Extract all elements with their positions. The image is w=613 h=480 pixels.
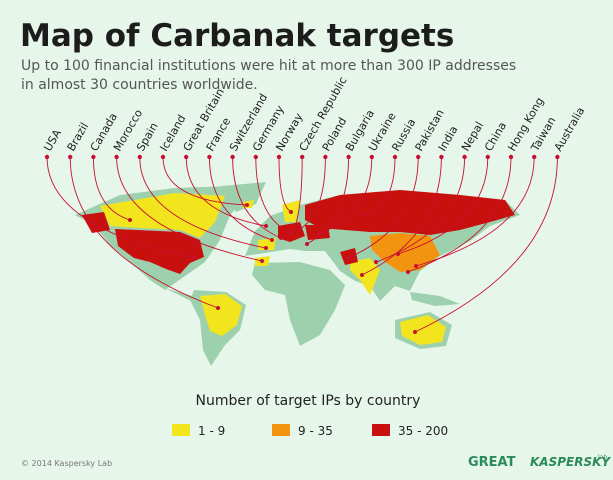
target-dot: [245, 203, 249, 207]
pointer-dot: [253, 154, 258, 160]
logo-great: GREAT: [468, 455, 516, 470]
target-dot: [406, 270, 410, 274]
pointer-line: [116, 156, 263, 262]
pointer-line: [414, 156, 558, 333]
target-dot: [346, 256, 350, 260]
pointer-line: [364, 156, 396, 216]
pointer-line: [162, 156, 248, 206]
pointer-line: [415, 156, 535, 267]
target-dot: [318, 231, 322, 235]
pointer-dot: [300, 154, 305, 160]
pointer-line: [69, 156, 219, 309]
target-dot: [216, 306, 220, 310]
pointer-dot: [114, 154, 119, 160]
target-dot: [279, 236, 283, 240]
legend-swatch: [172, 424, 190, 436]
target-dot: [413, 330, 417, 334]
target-dot: [289, 210, 293, 214]
pointer-dot: [485, 154, 490, 160]
pointer-dot: [91, 154, 96, 160]
pointer-dot: [439, 154, 444, 160]
pointer-line: [185, 156, 267, 227]
legend-swatch: [372, 424, 390, 436]
target-dot: [264, 246, 268, 250]
pointer-dot: [346, 154, 351, 160]
pointer-line: [306, 156, 350, 245]
pointer-line: [139, 156, 267, 249]
target-dot: [396, 252, 400, 256]
target-dot: [298, 227, 302, 231]
pointer-line: [299, 156, 326, 230]
target-dot: [260, 259, 264, 263]
pointer-line: [375, 156, 466, 263]
pointer-line: [46, 156, 196, 259]
legend-swatch: [272, 424, 290, 436]
pointer-dot: [392, 154, 398, 160]
logo-lab: lab: [598, 454, 607, 461]
pointer-dot: [323, 154, 328, 160]
target-dot: [264, 224, 268, 228]
target-dot: [305, 242, 309, 246]
logo-kaspersky: KASPERSKY: [530, 455, 611, 469]
target-dot: [193, 256, 197, 260]
pointer-dot: [160, 154, 166, 160]
subtitle: Up to 100 financial institutions were hi…: [21, 58, 516, 74]
pointer-line: [319, 156, 373, 234]
pointer-line: [255, 156, 288, 232]
pointer-dot: [276, 154, 282, 160]
pointer-line: [92, 156, 131, 221]
pointer-line: [208, 156, 273, 241]
legend-label: 9 - 35: [298, 424, 333, 438]
pointer-line: [347, 156, 419, 259]
pointer-line: [291, 156, 303, 234]
target-dot: [414, 264, 418, 268]
legend-label: 1 - 9: [198, 424, 225, 438]
pointer-dot: [207, 154, 212, 160]
legend: 1 - 9 9 - 35 35 - 200: [172, 424, 448, 438]
target-dot: [128, 218, 132, 222]
target-dot: [363, 213, 367, 217]
subtitle: in almost 30 countries worldwide.: [21, 77, 258, 93]
pointer-line: [232, 156, 282, 239]
pointer-dot: [532, 154, 537, 160]
pointer-dot: [416, 154, 421, 160]
pointer-dot: [68, 154, 73, 160]
pointer-line: [407, 156, 512, 273]
target-dot: [285, 229, 289, 233]
title: Map of Carbanak targets: [20, 18, 454, 54]
legend-title: Number of target IPs by country: [196, 393, 421, 409]
pointer-dot: [508, 154, 514, 160]
target-dot: [290, 231, 294, 235]
pointer-line: [278, 156, 292, 213]
pointer-line: [361, 156, 442, 276]
target-dot: [270, 238, 274, 242]
pointer-dot: [369, 154, 374, 160]
pointer-line: [397, 156, 489, 255]
pointer-dot: [44, 154, 50, 160]
copyright: © 2014 Kaspersky Lab: [21, 459, 112, 468]
pointer-dot: [230, 154, 235, 160]
pointer-dot: [462, 154, 467, 160]
target-dot: [360, 273, 364, 277]
legend-label: 35 - 200: [398, 424, 448, 438]
pointer-dot: [137, 154, 142, 160]
pointer-dot: [184, 154, 189, 160]
pointer-dot: [555, 154, 560, 160]
target-dot: [374, 260, 378, 264]
